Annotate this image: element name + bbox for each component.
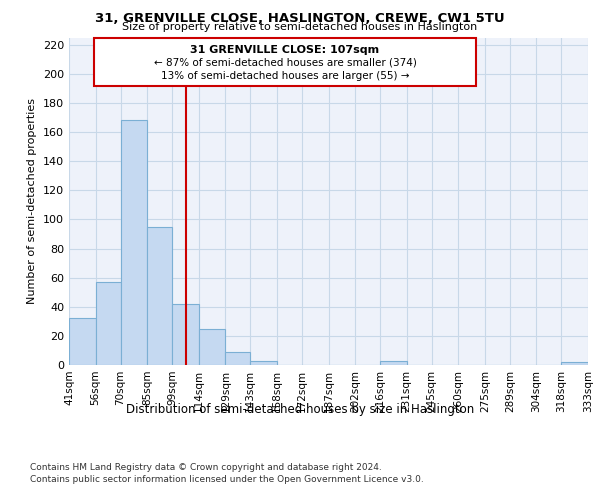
Bar (95, 282, 121, 365)
Bar (380, 360, 407, 365)
Text: Contains HM Land Registry data © Crown copyright and database right 2024.: Contains HM Land Registry data © Crown c… (30, 464, 382, 472)
Text: Distribution of semi-detached houses by size in Haslington: Distribution of semi-detached houses by … (126, 402, 474, 415)
Text: Size of property relative to semi-detached houses in Haslington: Size of property relative to semi-detach… (122, 22, 478, 32)
FancyBboxPatch shape (94, 38, 476, 86)
Text: 31 GRENVILLE CLOSE: 107sqm: 31 GRENVILLE CLOSE: 107sqm (190, 45, 380, 55)
Bar (562, 362, 588, 365)
Bar (147, 226, 172, 365)
Text: ← 87% of semi-detached houses are smaller (374): ← 87% of semi-detached houses are smalle… (154, 58, 416, 68)
Bar (199, 328, 226, 365)
Text: 13% of semi-detached houses are larger (55) →: 13% of semi-detached houses are larger (… (161, 71, 409, 81)
Bar (172, 304, 199, 365)
Bar (226, 352, 250, 365)
Bar (121, 120, 147, 365)
Bar (69, 318, 95, 365)
Y-axis label: Number of semi-detached properties: Number of semi-detached properties (28, 98, 37, 304)
Text: Contains public sector information licensed under the Open Government Licence v3: Contains public sector information licen… (30, 475, 424, 484)
Bar (250, 360, 277, 365)
Text: 31, GRENVILLE CLOSE, HASLINGTON, CREWE, CW1 5TU: 31, GRENVILLE CLOSE, HASLINGTON, CREWE, … (95, 12, 505, 26)
